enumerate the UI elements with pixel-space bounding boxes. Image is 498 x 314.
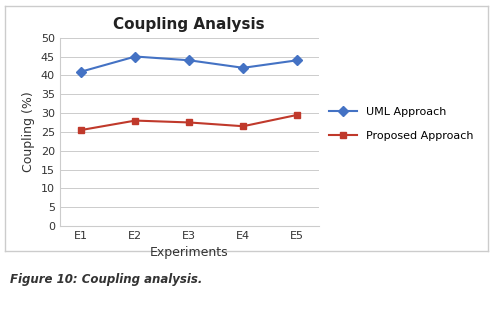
Text: Figure 10: Coupling analysis.: Figure 10: Coupling analysis. [10,273,202,286]
Proposed Approach [78,128,84,132]
Proposed Approach [294,113,300,117]
UML Approach [186,58,192,62]
Line: Proposed Approach: Proposed Approach [78,111,301,133]
Title: Coupling Analysis: Coupling Analysis [114,17,265,32]
Line: UML Approach: UML Approach [78,53,301,75]
Proposed Approach [132,119,138,122]
UML Approach [132,55,138,58]
Legend: UML Approach, Proposed Approach: UML Approach, Proposed Approach [325,102,478,146]
UML Approach [78,70,84,73]
Y-axis label: Coupling (%): Coupling (%) [22,91,35,172]
Proposed Approach [186,121,192,124]
UML Approach [240,66,246,70]
Proposed Approach [240,124,246,128]
X-axis label: Experiments: Experiments [150,246,229,259]
UML Approach [294,58,300,62]
